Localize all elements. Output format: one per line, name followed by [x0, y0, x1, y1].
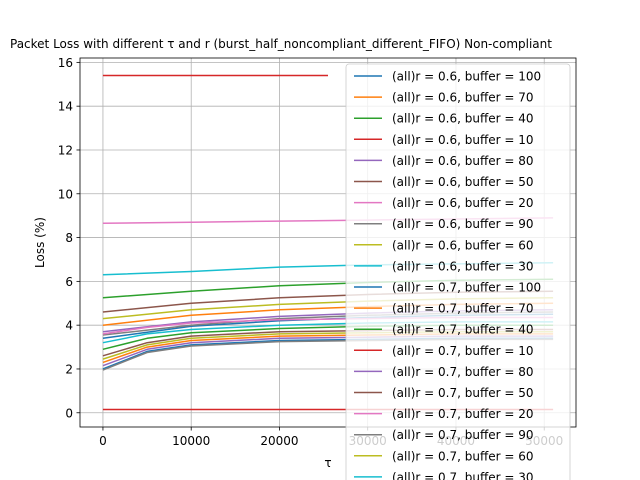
legend-label: (all)r = 0.7, buffer = 40: [392, 323, 533, 337]
y-tick-label: 6: [65, 275, 73, 289]
legend-label: (all)r = 0.6, buffer = 40: [392, 112, 533, 126]
legend-label: (all)r = 0.7, buffer = 60: [392, 449, 533, 463]
legend-label: (all)r = 0.7, buffer = 20: [392, 407, 533, 421]
legend-label: (all)r = 0.6, buffer = 100: [392, 70, 541, 84]
y-axis-label: Loss (%): [33, 217, 47, 268]
y-tick-label: 4: [65, 319, 73, 333]
y-ticks: 0 2 4 6 8 10 12 14 16: [58, 56, 80, 420]
x-axis-label: τ: [324, 456, 331, 470]
chart-title: Packet Loss with different τ and r (burs…: [10, 37, 552, 51]
y-tick-label: 14: [58, 100, 73, 114]
plot-frame: [79, 57, 577, 428]
y-tick-label: 8: [65, 231, 73, 245]
y-tick-label: 12: [58, 143, 73, 157]
legend-label: (all)r = 0.6, buffer = 90: [392, 217, 533, 231]
legend-label: (all)r = 0.6, buffer = 50: [392, 175, 533, 189]
x-tick-label: 0: [99, 434, 107, 448]
x-tick-label: 20000: [260, 434, 298, 448]
legend-label: (all)r = 0.7, buffer = 90: [392, 428, 533, 442]
legend-label: (all)r = 0.7, buffer = 50: [392, 386, 533, 400]
legend-label: (all)r = 0.6, buffer = 20: [392, 196, 533, 210]
legend-frame: [345, 63, 571, 480]
y-tick-label: 2: [65, 362, 73, 376]
y-tick-label: 16: [58, 56, 73, 70]
legend-label: (all)r = 0.7, buffer = 70: [392, 302, 533, 316]
x-tick-label: 10000: [172, 434, 210, 448]
legend: (all)r = 0.6, buffer = 100 (all)r = 0.6, …: [345, 63, 571, 480]
y-tick-label: 10: [58, 187, 73, 201]
legend-label: (all)r = 0.7, buffer = 30: [392, 470, 533, 480]
legend-label: (all)r = 0.6, buffer = 60: [392, 238, 533, 252]
y-tick-label: 0: [65, 406, 73, 420]
legend-label: (all)r = 0.7, buffer = 100: [392, 281, 541, 295]
legend-label: (all)r = 0.6, buffer = 10: [392, 133, 533, 147]
legend-label: (all)r = 0.7, buffer = 10: [392, 344, 533, 358]
legend-label: (all)r = 0.7, buffer = 80: [392, 365, 533, 379]
legend-label: (all)r = 0.6, buffer = 30: [392, 259, 533, 273]
legend-label: (all)r = 0.6, buffer = 80: [392, 154, 533, 168]
legend-label: (all)r = 0.6, buffer = 70: [392, 91, 533, 105]
